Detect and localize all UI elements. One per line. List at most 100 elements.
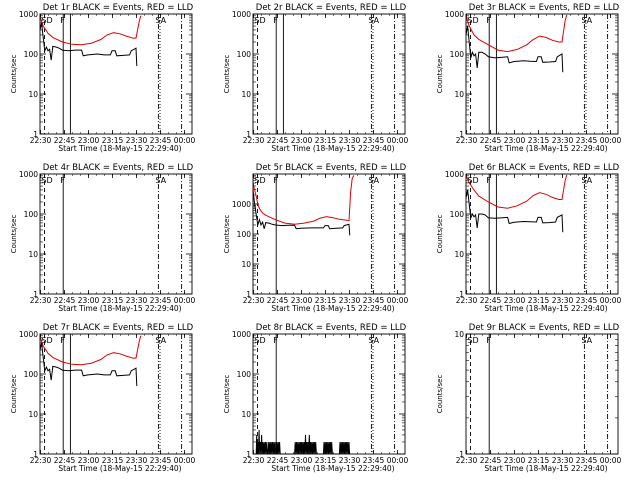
y-axis-title: Counts/sec [436,55,444,94]
x-tick-label: 00:00 [387,136,409,145]
y-tick-label: 100 [237,50,252,59]
x-tick-label: 23:15 [528,136,550,145]
chart-title: Det 2r BLACK = Events, RED = LLD [256,3,407,13]
x-tick-label: 00:00 [600,136,622,145]
y-tick-label: 1000 [232,200,251,209]
x-tick-label: 00:00 [600,296,622,305]
event-marker-label: SD [254,16,265,25]
x-axis-title: Start Time (18-May-15 22:29:40) [58,304,181,313]
x-tick-label: 22:45 [480,296,502,305]
x-tick-label: 23:00 [504,136,526,145]
y-axis-title: Counts/sec [223,215,231,254]
event-marker-label: SD [41,336,52,345]
x-tick-label: 23:45 [150,456,172,465]
chart-title: Det 9r BLACK = Events, RED = LLD [469,323,620,333]
y-tick-label: 1000 [19,330,38,339]
y-tick-label: 100 [237,370,252,379]
y-tick-label: 1 [246,130,251,139]
x-axis-title: Start Time (18-May-15 22:29:40) [58,144,181,153]
x-tick-label: 23:30 [552,136,574,145]
y-tick-label: 100 [24,370,39,379]
x-tick-label: 23:45 [363,456,385,465]
x-tick-label: 00:00 [387,456,409,465]
y-tick-label: 100 [24,210,39,219]
event-marker-label: SD [467,16,478,25]
lld-series-line [465,174,568,209]
x-tick-label: 23:00 [504,456,526,465]
event-marker-label: SA [581,336,592,345]
plot-frame [39,173,193,295]
x-tick-label: 22:45 [54,136,76,145]
event-marker-label: F [60,16,65,25]
chart-title: Det 7r BLACK = Events, RED = LLD [43,323,194,333]
chart-panel: Det 3r BLACK = Events, RED = LLD 1 10 100 10… [436,3,622,153]
events-series-line [252,189,351,236]
x-tick-label: 23:30 [126,456,148,465]
event-marker-label: SA [155,336,166,345]
x-tick-label: 23:00 [291,136,313,145]
y-tick-label: 1 [459,290,464,299]
chart-title: Det 5r BLACK = Events, RED = LLD [256,163,407,173]
x-tick-label: 00:00 [174,136,196,145]
x-tick-label: 23:45 [150,136,172,145]
chart-panel: Det 6r BLACK = Events, RED = LLD 1 10 100 10… [436,163,622,313]
x-tick-label: 23:30 [552,296,574,305]
y-tick-label: 100 [24,50,39,59]
y-tick-label: 1 [33,290,38,299]
plot-frame [252,173,406,295]
x-axis-title: Start Time (18-May-15 22:29:40) [58,464,181,473]
x-tick-label: 23:30 [339,136,361,145]
event-marker-label: F [60,336,65,345]
y-tick-label: 10 [28,410,38,419]
chart-title: Det 6r BLACK = Events, RED = LLD [469,163,620,173]
lld-series-line [39,335,142,366]
x-tick-label: 22:45 [480,456,502,465]
plot-frame [39,333,193,455]
x-tick-label: 23:30 [339,296,361,305]
event-marker-label: SA [581,176,592,185]
lld-series-line [252,175,355,225]
x-tick-label: 23:15 [315,456,337,465]
events-series-line [255,429,351,455]
chart-panel: Det 8r BLACK = Events, RED = LLD 1 10 100 10… [223,323,409,473]
x-tick-label: 23:00 [504,296,526,305]
plot-frame [252,333,406,455]
x-tick-label: 00:00 [600,456,622,465]
events-series-line [465,189,564,233]
plot-frame [465,173,619,295]
x-tick-label: 23:00 [78,456,100,465]
x-tick-label: 22:45 [267,136,289,145]
event-marker-label: SA [155,16,166,25]
x-tick-label: 23:30 [339,456,361,465]
y-tick-label: 10 [241,410,251,419]
x-tick-label: 23:00 [291,456,313,465]
y-axis-title: Counts/sec [223,55,231,94]
y-tick-label: 100 [237,230,252,239]
y-axis-title: Counts/sec [223,375,231,414]
x-axis-title: Start Time (18-May-15 22:29:40) [271,144,394,153]
x-tick-label: 22:45 [54,456,76,465]
y-tick-label: 10 [454,250,464,259]
x-tick-label: 23:15 [102,456,124,465]
x-tick-label: 23:30 [552,456,574,465]
y-tick-label: 10 [28,90,38,99]
chart-panel: Det 5r BLACK = Events, RED = LLD 1 10 100 10… [223,163,409,313]
x-axis-title: Start Time (18-May-15 22:29:40) [484,144,607,153]
x-tick-label: 22:30 [456,456,478,465]
event-marker-label: SA [368,176,379,185]
x-axis-title: Start Time (18-May-15 22:29:40) [484,304,607,313]
x-tick-label: 23:30 [126,296,148,305]
event-marker-label: F [273,16,278,25]
chart-title: Det 4r BLACK = Events, RED = LLD [43,163,194,173]
x-tick-label: 22:30 [30,136,52,145]
x-tick-label: 00:00 [174,456,196,465]
event-marker-label: SD [41,16,52,25]
y-tick-label: 1000 [445,170,464,179]
x-tick-label: 22:30 [243,296,265,305]
x-tick-label: 23:15 [315,136,337,145]
event-marker-label: SA [368,16,379,25]
x-tick-label: 22:30 [30,296,52,305]
lld-series-line [465,14,568,53]
event-marker-label: F [273,336,278,345]
x-tick-label: 23:00 [78,296,100,305]
